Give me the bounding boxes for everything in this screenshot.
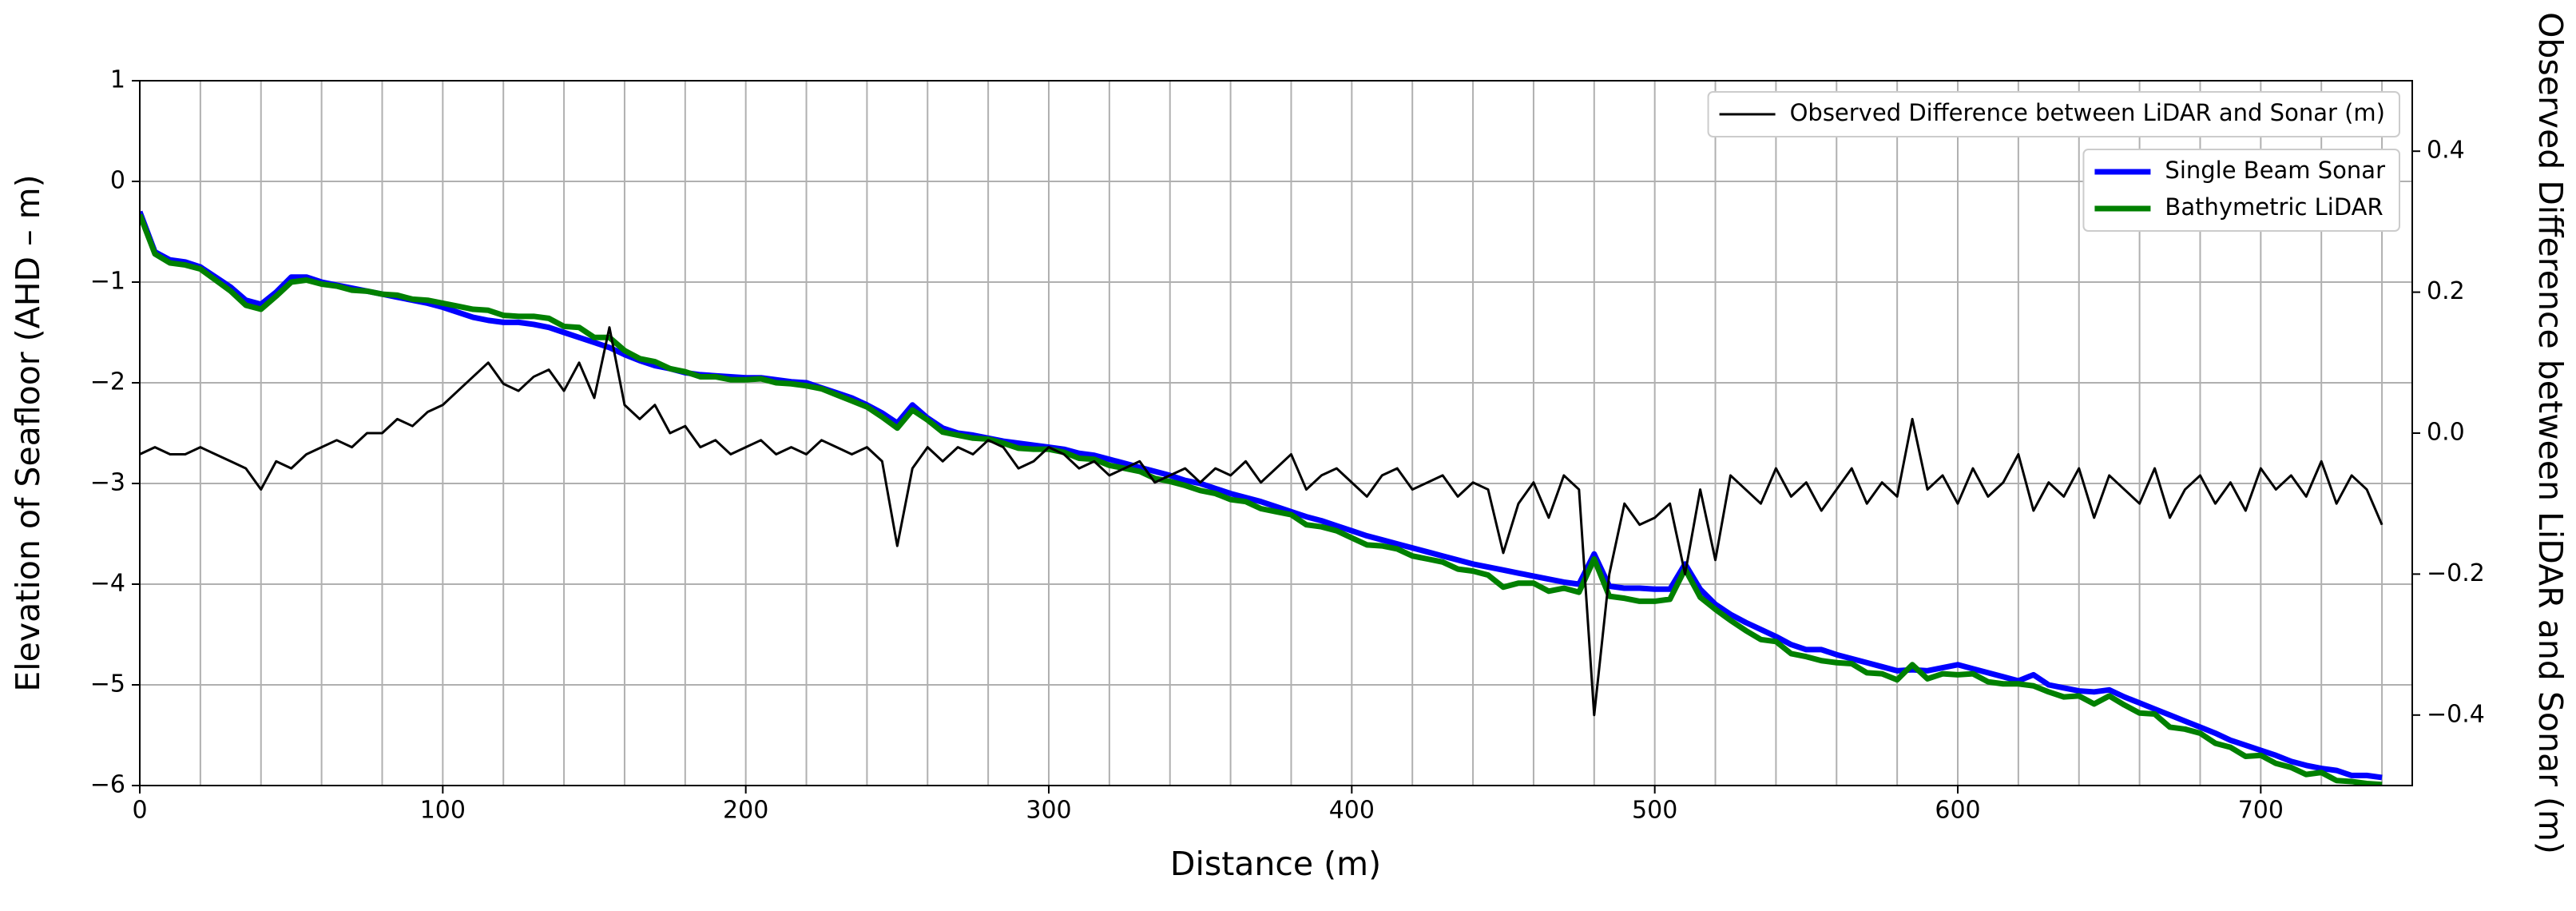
y-tick-label: −2	[90, 368, 125, 396]
y-axis-label: Elevation of Seafloor (AHD – m)	[9, 174, 47, 691]
legend-label: Bathymetric LiDAR	[2165, 193, 2383, 221]
y-tick-label: −5	[90, 670, 125, 698]
legend-box	[2082, 149, 2400, 232]
x-tick-label: 100	[420, 797, 466, 825]
plot-frame	[139, 80, 2413, 786]
x-tick-label: 400	[1329, 797, 1375, 825]
y2-tick-label: 0.4	[2427, 137, 2465, 165]
y-tick-label: 0	[110, 167, 125, 195]
series-line	[140, 326, 2383, 717]
x-axis-label: Distance (m)	[1170, 845, 1381, 883]
series-line	[140, 210, 2383, 781]
x-tick-label: 0	[132, 797, 147, 825]
legend-label: Single Beam Sonar	[2165, 157, 2385, 184]
x-tick-label: 300	[1026, 797, 1071, 825]
x-tick-label: 600	[1935, 797, 1980, 825]
y2-tick-label: −0.2	[2427, 559, 2485, 587]
y2-tick-label: 0.2	[2427, 277, 2465, 305]
legend: Single Beam Sonar Bathymetric LiDAR	[2082, 149, 2400, 232]
y2-tick-label: 0.0	[2427, 419, 2465, 447]
series-line	[140, 213, 2383, 786]
legend: Observed Difference between LiDAR and So…	[1707, 91, 2400, 137]
legend-label: Observed Difference between LiDAR and So…	[1790, 99, 2385, 126]
y-tick-label: −6	[90, 771, 125, 799]
x-tick-label: 500	[1632, 797, 1677, 825]
y2-tick-label: −0.4	[2427, 700, 2485, 728]
x-tick-label: 700	[2238, 797, 2284, 825]
y-tick-label: −3	[90, 469, 125, 497]
legend-box	[1707, 91, 2400, 137]
y2-axis-label: Observed Difference between LiDAR and So…	[2531, 12, 2570, 854]
y-tick-label: −4	[90, 570, 125, 598]
x-tick-label: 200	[723, 797, 768, 825]
y-tick-label: 1	[110, 66, 125, 94]
y-tick-label: −1	[90, 268, 125, 296]
